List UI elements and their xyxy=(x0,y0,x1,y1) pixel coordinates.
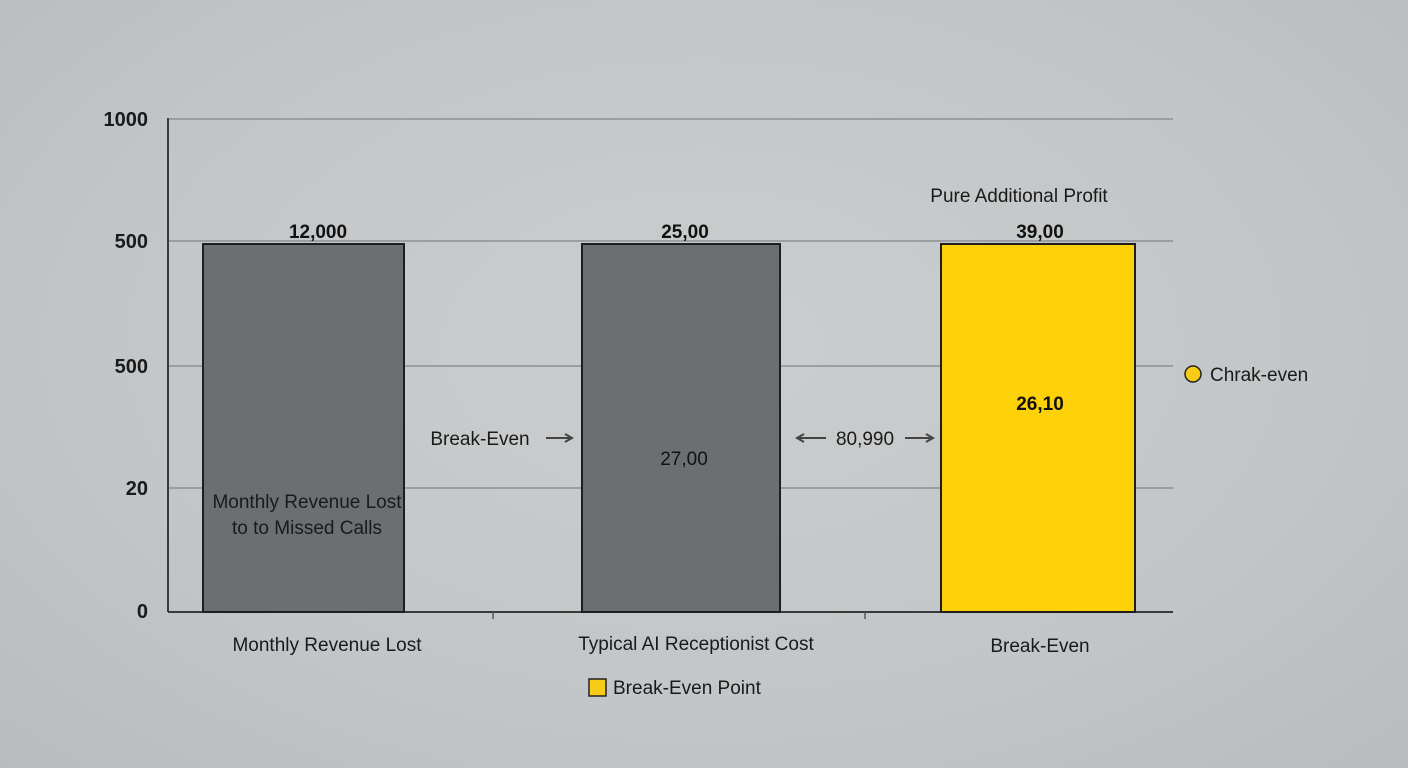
bar-top-label: 12,000 xyxy=(289,222,347,243)
legend-marker-square xyxy=(588,678,607,697)
bar-inner-label: 26,10 xyxy=(1016,394,1064,415)
bar xyxy=(202,243,405,613)
y-tick-label: 0 xyxy=(137,601,148,623)
y-tick-label: 500 xyxy=(115,231,148,253)
bar-inner-label: Monthly Revenue Lost to to Missed Calls xyxy=(212,492,402,539)
legend-label: Chrak-even xyxy=(1210,365,1308,386)
y-tick-label: 1000 xyxy=(104,109,149,131)
arrow-value-label: 80,990 xyxy=(836,429,894,450)
bar-top-label: 25,00 xyxy=(661,222,709,243)
y-axis-tick-labels: 1000 500 500 20 0 xyxy=(104,109,149,623)
legend-marker-circle xyxy=(1184,365,1202,383)
bar-inner-label: 27,00 xyxy=(660,449,708,470)
break-even-arrow-label: Break-Even xyxy=(430,429,529,450)
bar-top-label: 39,00 xyxy=(1016,222,1064,243)
category-label: Typical AI Receptionist Cost xyxy=(578,634,814,655)
y-tick-label: 500 xyxy=(115,356,148,378)
bars xyxy=(202,243,1136,613)
category-label: Break-Even xyxy=(990,636,1089,657)
bar xyxy=(581,243,781,613)
legend-label: Break-Even Point xyxy=(613,678,762,699)
category-label: Monthly Revenue Lost xyxy=(232,635,422,656)
y-tick-label: 20 xyxy=(126,478,148,500)
bar xyxy=(940,243,1136,613)
pure-additional-profit-annotation: Pure Additional Profit xyxy=(930,186,1108,207)
